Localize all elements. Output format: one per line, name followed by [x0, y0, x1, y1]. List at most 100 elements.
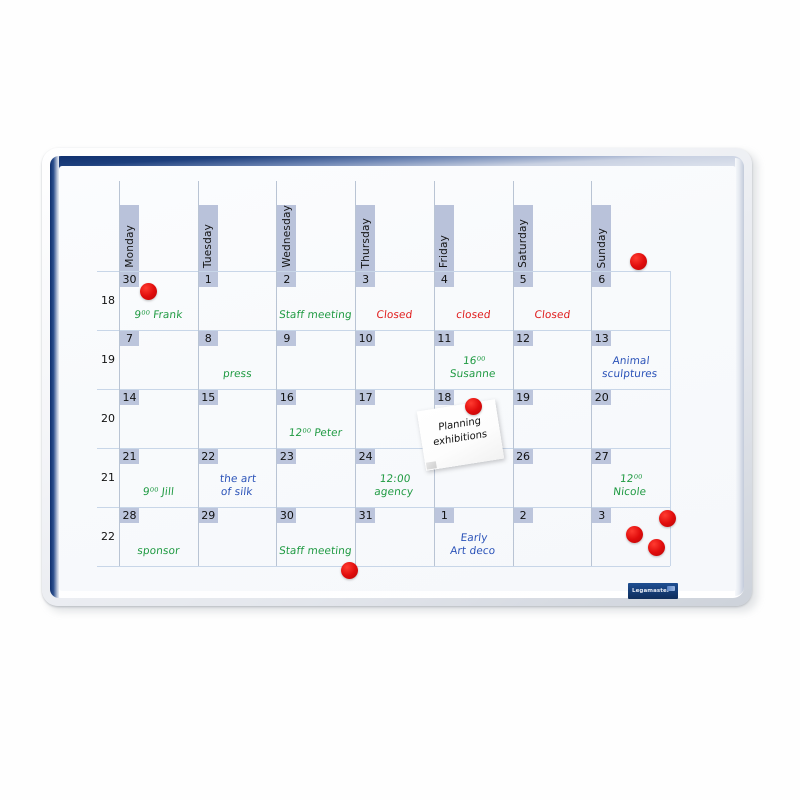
date-cell-28[interactable]: 28	[120, 508, 139, 523]
calendar-entry: Closed	[533, 309, 571, 321]
date-cell-30[interactable]: 30	[120, 272, 139, 287]
date-cell-7[interactable]: 7	[120, 331, 139, 346]
board-right-edge	[735, 158, 744, 596]
brand-mark-icon	[667, 586, 675, 591]
week-number: 18	[101, 293, 115, 307]
sticky-note[interactable]: Planning exhibitions	[416, 399, 505, 471]
date-cell-16[interactable]: 16	[277, 390, 297, 405]
date-cell-19[interactable]: 19	[513, 390, 533, 405]
calendar-entry: 9⁰⁰ Jill	[142, 486, 175, 498]
date-cell-24[interactable]: 24	[356, 449, 376, 464]
date-cell-20[interactable]: 20	[592, 390, 612, 405]
date-cell-9[interactable]: 9	[277, 331, 297, 346]
calendar-entry: the art of silk	[219, 473, 257, 498]
legamaster-logo-badge: Legamaster	[628, 583, 678, 599]
date-cell-26[interactable]: 26	[513, 449, 533, 464]
magnet-5[interactable]	[626, 526, 643, 543]
magnet-7[interactable]	[648, 539, 665, 556]
magnet-1[interactable]	[630, 253, 647, 270]
date-cell-23[interactable]: 23	[277, 449, 297, 464]
grid-column-line	[197, 181, 199, 566]
grid-column-line	[119, 181, 120, 566]
day-header-label: Tuesday	[202, 223, 215, 268]
day-header-sunday: Sunday	[592, 205, 612, 271]
grid-row-line	[97, 507, 670, 508]
date-cell-11[interactable]: 11	[434, 331, 454, 346]
date-cell-1[interactable]: 1	[198, 272, 218, 287]
grid-column-line	[512, 181, 514, 566]
calendar-entry: Closed	[375, 309, 414, 321]
date-cell-4[interactable]: 4	[434, 272, 454, 287]
grid-column-line	[591, 181, 593, 566]
date-cell-2[interactable]: 2	[277, 272, 297, 287]
date-cell-22[interactable]: 22	[198, 449, 218, 464]
date-cell-6[interactable]: 6	[592, 272, 612, 287]
date-cell-27[interactable]: 27	[592, 449, 612, 464]
magnet-6[interactable]	[659, 510, 676, 527]
week-number: 20	[101, 411, 115, 425]
grid-row-line	[97, 271, 670, 272]
day-header-friday: Friday	[434, 205, 454, 271]
date-cell-5[interactable]: 5	[513, 272, 533, 287]
magnet-3[interactable]	[465, 398, 482, 415]
calendar-entry: 12⁰⁰ Nicole	[612, 473, 648, 498]
date-cell-30[interactable]: 30	[277, 508, 297, 523]
date-cell-10[interactable]: 10	[356, 331, 376, 346]
date-cell-17[interactable]: 17	[356, 390, 376, 405]
day-header-label: Friday	[438, 234, 451, 268]
date-cell-3[interactable]: 3	[356, 272, 376, 287]
board-writing-surface[interactable]	[59, 166, 736, 591]
day-header-tuesday: Tuesday	[198, 205, 218, 271]
date-cell-8[interactable]: 8	[198, 331, 218, 346]
date-cell-14[interactable]: 14	[120, 390, 139, 405]
day-header-label: Thursday	[359, 217, 372, 268]
sticky-note-text: Planning exhibitions	[433, 415, 488, 448]
date-cell-3[interactable]: 3	[592, 508, 612, 523]
grid-column-line	[276, 181, 278, 566]
calendar-entry: 9⁰⁰ Frank	[133, 309, 184, 321]
calendar-entry: Animal sculptures	[601, 355, 659, 380]
calendar-entry: Early Art deco	[449, 532, 496, 557]
date-cell-1[interactable]: 1	[434, 508, 454, 523]
week-number: 21	[101, 470, 115, 484]
magnet-4[interactable]	[341, 562, 358, 579]
week-number: 19	[101, 352, 115, 366]
calendar-entry: closed	[455, 309, 492, 321]
calendar-entry: Staff meeting	[278, 309, 353, 321]
grid-column-line	[433, 181, 435, 566]
calendar-entry: 12:00 agency	[373, 473, 414, 498]
date-cell-15[interactable]: 15	[198, 390, 218, 405]
date-cell-29[interactable]: 29	[198, 508, 218, 523]
day-header-thursday: Thursday	[356, 205, 376, 271]
brand-name: Legamaster	[632, 588, 670, 594]
grid-row-line	[97, 330, 670, 331]
date-cell-13[interactable]: 13	[592, 331, 612, 346]
grid-row-line	[97, 448, 670, 449]
date-cell-18[interactable]: 18	[434, 390, 454, 405]
day-header-saturday: Saturday	[513, 205, 533, 271]
calendar-entry: press	[222, 368, 253, 380]
calendar-entry: 12⁰⁰ Peter	[288, 427, 344, 439]
grid-row-line	[97, 389, 670, 390]
date-cell-21[interactable]: 21	[120, 449, 139, 464]
day-header-label: Wednesday	[280, 205, 293, 268]
grid-column-line	[670, 271, 671, 566]
day-header-label: Saturday	[517, 219, 530, 268]
calendar-entry: sponsor	[136, 545, 181, 557]
date-cell-12[interactable]: 12	[513, 331, 533, 346]
date-cell-31[interactable]: 31	[356, 508, 376, 523]
magnet-2[interactable]	[140, 283, 157, 300]
day-header-label: Monday	[123, 225, 136, 268]
week-number: 22	[101, 529, 115, 543]
day-header-label: Sunday	[595, 227, 608, 269]
board-left-edge	[50, 156, 59, 598]
calendar-entry: 16⁰⁰ Susanne	[449, 355, 497, 380]
date-cell-2[interactable]: 2	[513, 508, 533, 523]
day-header-monday: Monday	[120, 205, 139, 271]
calendar-entry: Staff meeting	[278, 545, 353, 557]
grid-row-line	[97, 566, 670, 567]
sticky-note-fold	[425, 461, 437, 470]
day-header-wednesday: Wednesday	[277, 205, 297, 271]
grid-column-line	[355, 181, 357, 566]
